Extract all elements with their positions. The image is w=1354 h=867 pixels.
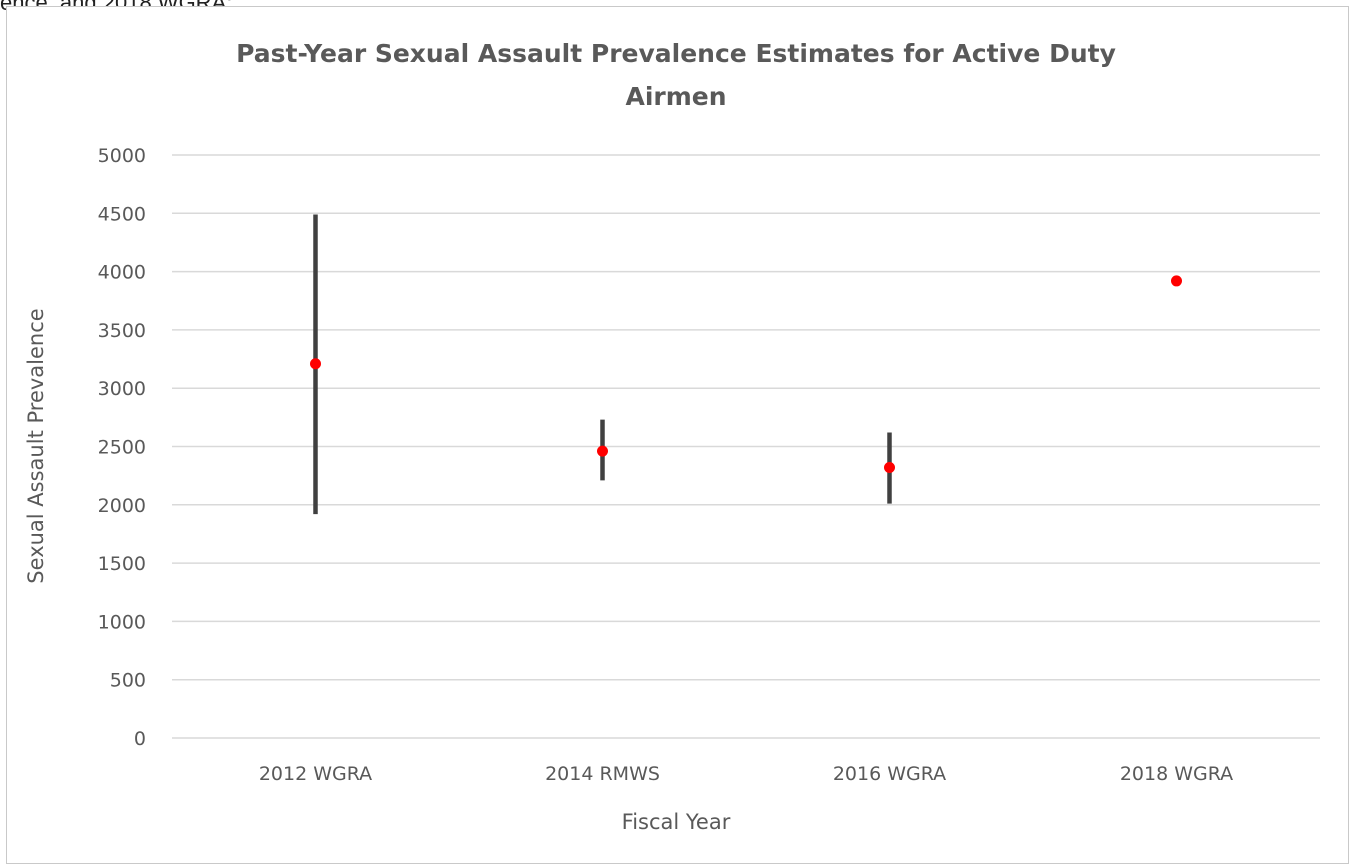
chart-title-line-1: Past-Year Sexual Assault Prevalence Esti… — [236, 39, 1116, 68]
error-bars — [313, 214, 892, 515]
x-tick-labels: 2012 WGRA 2014 RMWS 2016 WGRA 2018 WGRA — [259, 763, 1233, 785]
y-axis-title: Sexual Assault Prevalence — [24, 308, 48, 583]
y-tick-label: 500 — [110, 670, 146, 692]
y-tick-label: 1000 — [98, 611, 146, 633]
y-tick-label: 2000 — [98, 495, 146, 517]
y-tick-label: 1500 — [98, 553, 146, 575]
y-tick-label: 3000 — [98, 378, 146, 400]
x-tick-label: 2018 WGRA — [1120, 763, 1233, 785]
data-point — [1171, 275, 1182, 287]
data-point — [597, 445, 608, 457]
chart-frame — [6, 6, 1349, 864]
data-point — [310, 358, 321, 370]
data-point — [884, 461, 895, 473]
y-tick-label: 5000 — [98, 145, 146, 167]
y-tick-label: 4000 — [98, 262, 146, 284]
y-tick-label: 2500 — [98, 437, 146, 459]
chart-title-line-2: Airmen — [625, 82, 726, 111]
x-tick-label: 2014 RMWS — [545, 763, 660, 785]
data-points — [310, 275, 1182, 473]
y-tick-label: 3500 — [98, 320, 146, 342]
x-tick-label: 2016 WGRA — [833, 763, 946, 785]
x-axis-title: Fiscal Year — [622, 810, 731, 834]
y-tick-label: 4500 — [98, 203, 146, 225]
y-tick-label: 0 — [134, 728, 146, 750]
x-tick-label: 2012 WGRA — [259, 763, 372, 785]
y-tick-labels: 0 500 1000 1500 2000 2500 3000 3500 4000 4500 5000 — [98, 145, 146, 750]
gridlines — [172, 154, 1320, 739]
